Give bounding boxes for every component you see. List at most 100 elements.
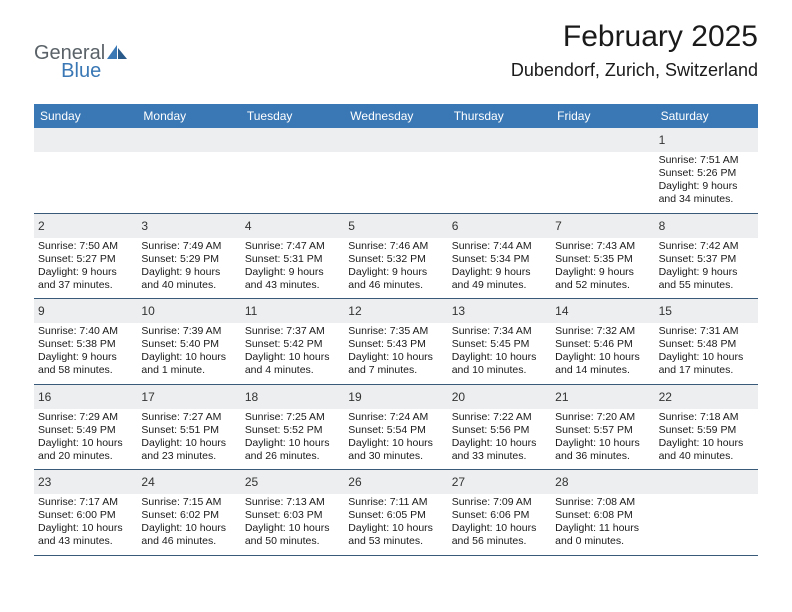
sunset-line: Sunset: 6:05 PM — [348, 509, 443, 522]
day-number-row: 25 — [241, 470, 344, 494]
day-details: Sunrise: 7:17 AMSunset: 6:00 PMDaylight:… — [36, 496, 135, 549]
week-row: 9Sunrise: 7:40 AMSunset: 5:38 PMDaylight… — [34, 299, 758, 385]
week-row: 23Sunrise: 7:17 AMSunset: 6:00 PMDayligh… — [34, 470, 758, 556]
daylight-line: Daylight: 9 hours and 37 minutes. — [38, 266, 133, 292]
day-cell: 6 Sunrise: 7:44 AMSunset: 5:34 PMDaylight… — [448, 214, 551, 299]
day-cell — [655, 470, 758, 555]
sunrise-line: Sunrise: 7:51 AM — [659, 154, 754, 167]
day-cell: 8 Sunrise: 7:42 AMSunset: 5:37 PMDaylight… — [655, 214, 758, 299]
sunrise-line: Sunrise: 7:17 AM — [38, 496, 133, 509]
day-cell: 25 Sunrise: 7:13 AMSunset: 6:03 PMDayligh… — [241, 470, 344, 555]
day-number-row: 11 — [241, 299, 344, 323]
sunset-line: Sunset: 5:29 PM — [141, 253, 236, 266]
daylight-line: Daylight: 10 hours and 56 minutes. — [452, 522, 547, 548]
daylight-line: Daylight: 9 hours and 49 minutes. — [452, 266, 547, 292]
day-number: 22 — [659, 390, 672, 404]
sunset-line: Sunset: 5:26 PM — [659, 167, 754, 180]
day-details: Sunrise: 7:34 AMSunset: 5:45 PMDaylight:… — [450, 325, 549, 378]
day-number: 25 — [245, 475, 258, 489]
day-cell — [34, 128, 137, 213]
day-number: 20 — [452, 390, 465, 404]
day-details: Sunrise: 7:08 AMSunset: 6:08 PMDaylight:… — [553, 496, 652, 549]
day-number-row: 2 — [34, 214, 137, 238]
day-number-row: 5 — [344, 214, 447, 238]
day-details: Sunrise: 7:24 AMSunset: 5:54 PMDaylight:… — [346, 411, 445, 464]
sunrise-line: Sunrise: 7:47 AM — [245, 240, 340, 253]
sunset-line: Sunset: 5:57 PM — [555, 424, 650, 437]
sunrise-line: Sunrise: 7:44 AM — [452, 240, 547, 253]
day-number: 19 — [348, 390, 361, 404]
logo-text-2: Blue — [61, 60, 101, 83]
day-details: Sunrise: 7:29 AMSunset: 5:49 PMDaylight:… — [36, 411, 135, 464]
sunrise-line: Sunrise: 7:24 AM — [348, 411, 443, 424]
sunrise-line: Sunrise: 7:42 AM — [659, 240, 754, 253]
day-details: Sunrise: 7:39 AMSunset: 5:40 PMDaylight:… — [139, 325, 238, 378]
day-number-row: 12 — [344, 299, 447, 323]
sunrise-line: Sunrise: 7:43 AM — [555, 240, 650, 253]
month-title: February 2025 — [511, 20, 758, 54]
sunset-line: Sunset: 5:38 PM — [38, 338, 133, 351]
sunset-line: Sunset: 5:34 PM — [452, 253, 547, 266]
day-number: 13 — [452, 304, 465, 318]
sunrise-line: Sunrise: 7:13 AM — [245, 496, 340, 509]
sunset-line: Sunset: 5:27 PM — [38, 253, 133, 266]
day-number: 27 — [452, 475, 465, 489]
day-number: 1 — [659, 133, 666, 147]
day-number: 15 — [659, 304, 672, 318]
day-number: 8 — [659, 219, 666, 233]
day-number-row — [34, 128, 137, 152]
day-details: Sunrise: 7:49 AMSunset: 5:29 PMDaylight:… — [139, 240, 238, 293]
day-number-row: 24 — [137, 470, 240, 494]
day-header: Wednesday — [344, 104, 447, 128]
week-row: 16Sunrise: 7:29 AMSunset: 5:49 PMDayligh… — [34, 385, 758, 471]
day-cell: 14Sunrise: 7:32 AMSunset: 5:46 PMDayligh… — [551, 299, 654, 384]
sunset-line: Sunset: 5:43 PM — [348, 338, 443, 351]
daylight-line: Daylight: 10 hours and 30 minutes. — [348, 437, 443, 463]
day-number: 21 — [555, 390, 568, 404]
title-block: February 2025 Dubendorf, Zurich, Switzer… — [511, 20, 758, 81]
sunset-line: Sunset: 5:52 PM — [245, 424, 340, 437]
logo-sail-icon — [107, 45, 127, 59]
day-number-row — [655, 470, 758, 494]
daylight-line: Daylight: 10 hours and 36 minutes. — [555, 437, 650, 463]
day-number-row: 15 — [655, 299, 758, 323]
day-details: Sunrise: 7:31 AMSunset: 5:48 PMDaylight:… — [657, 325, 756, 378]
day-details: Sunrise: 7:42 AMSunset: 5:37 PMDaylight:… — [657, 240, 756, 293]
daylight-line: Daylight: 10 hours and 17 minutes. — [659, 351, 754, 377]
day-details: Sunrise: 7:37 AMSunset: 5:42 PMDaylight:… — [243, 325, 342, 378]
sunrise-line: Sunrise: 7:29 AM — [38, 411, 133, 424]
day-number: 16 — [38, 390, 51, 404]
sunset-line: Sunset: 6:06 PM — [452, 509, 547, 522]
day-number-row — [551, 128, 654, 152]
day-number-row: 14 — [551, 299, 654, 323]
day-number-row: 3 — [137, 214, 240, 238]
day-number: 11 — [245, 304, 257, 318]
day-header: Monday — [137, 104, 240, 128]
day-details: Sunrise: 7:13 AMSunset: 6:03 PMDaylight:… — [243, 496, 342, 549]
sunset-line: Sunset: 5:49 PM — [38, 424, 133, 437]
day-cell: 12Sunrise: 7:35 AMSunset: 5:43 PMDayligh… — [344, 299, 447, 384]
day-cell: 21 Sunrise: 7:20 AMSunset: 5:57 PMDayligh… — [551, 385, 654, 470]
day-number-row: 20 — [448, 385, 551, 409]
day-number-row: 23 — [34, 470, 137, 494]
day-details: Sunrise: 7:47 AMSunset: 5:31 PMDaylight:… — [243, 240, 342, 293]
day-cell: 16 Sunrise: 7:29 AMSunset: 5:49 PMDayligh… — [34, 385, 137, 470]
day-number: 6 — [452, 219, 459, 233]
day-number: 14 — [555, 304, 568, 318]
day-number: 3 — [141, 219, 148, 233]
sunrise-line: Sunrise: 7:20 AM — [555, 411, 650, 424]
day-cell: 1Sunrise: 7:51 AMSunset: 5:26 PMDaylight… — [655, 128, 758, 213]
location: Dubendorf, Zurich, Switzerland — [511, 60, 758, 81]
day-number-row: 16 — [34, 385, 137, 409]
sunset-line: Sunset: 6:03 PM — [245, 509, 340, 522]
sunset-line: Sunset: 5:40 PM — [141, 338, 236, 351]
week-row: 2Sunrise: 7:50 AMSunset: 5:27 PMDaylight… — [34, 214, 758, 300]
sunrise-line: Sunrise: 7:40 AM — [38, 325, 133, 338]
day-cell: 19 Sunrise: 7:24 AMSunset: 5:54 PMDayligh… — [344, 385, 447, 470]
day-header: Tuesday — [241, 104, 344, 128]
sunrise-line: Sunrise: 7:25 AM — [245, 411, 340, 424]
daylight-line: Daylight: 9 hours and 43 minutes. — [245, 266, 340, 292]
day-cell: 5Sunrise: 7:46 AMSunset: 5:32 PMDaylight… — [344, 214, 447, 299]
daylight-line: Daylight: 9 hours and 52 minutes. — [555, 266, 650, 292]
day-number-row: 7 — [551, 214, 654, 238]
